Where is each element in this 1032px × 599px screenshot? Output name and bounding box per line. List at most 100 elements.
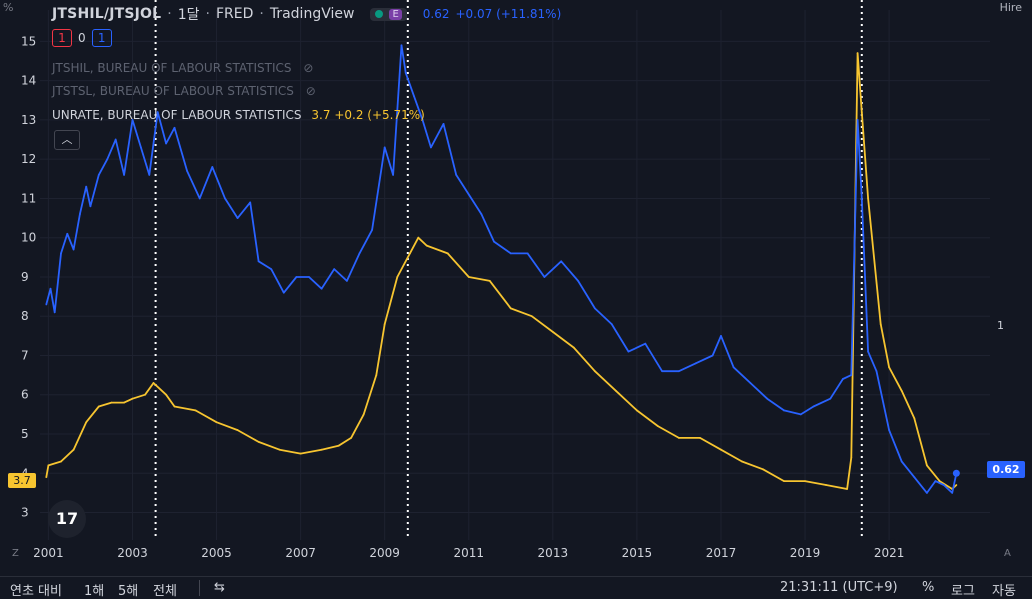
data-point — [404, 71, 407, 74]
data-point — [358, 252, 361, 255]
market-status-pill[interactable]: E — [370, 7, 407, 21]
data-point — [720, 334, 722, 337]
data-point — [114, 138, 117, 141]
x-tick-label: 2005 — [201, 546, 232, 560]
data-point — [60, 252, 62, 255]
data-point — [337, 444, 340, 447]
data-point — [194, 409, 197, 412]
data-point — [678, 437, 680, 439]
data-point — [627, 350, 630, 353]
data-point — [572, 346, 575, 349]
collapse-legend-button[interactable]: ︿ — [54, 130, 80, 150]
earnings-badge: E — [389, 8, 402, 20]
data-point — [396, 276, 399, 278]
eye-hidden-icon[interactable]: ⊘ — [303, 61, 314, 75]
data-point — [421, 119, 424, 121]
x-tick-label: 2015 — [622, 546, 653, 560]
data-point — [282, 291, 285, 294]
data-point — [371, 228, 373, 231]
data-point — [383, 323, 386, 325]
data-point — [299, 452, 302, 455]
data-point — [860, 111, 863, 113]
data-point — [85, 421, 88, 424]
auto-scale-button[interactable]: 자동 — [992, 584, 1016, 599]
x-tick-label: 2011 — [453, 546, 484, 560]
data-point — [165, 142, 168, 145]
data-point — [375, 374, 378, 377]
data-point — [560, 260, 563, 263]
data-point — [467, 276, 470, 278]
data-point — [829, 397, 832, 400]
left-axis-unit: % — [3, 1, 14, 14]
data-point — [841, 378, 844, 380]
y-tick-label: 15 — [21, 34, 36, 48]
data-point — [614, 389, 617, 392]
source-label: FRED — [215, 6, 254, 22]
range-all-button[interactable]: 전체 — [153, 584, 177, 599]
x-tick-label: 2001 — [33, 546, 64, 560]
legend-row-jtstsl[interactable]: JTSTSL, BUREAU OF LABOUR STATISTICS ⊘ — [52, 84, 316, 98]
y-tick-label: 9 — [21, 270, 29, 284]
interval-label[interactable]: 1달 — [177, 7, 200, 23]
data-point — [215, 421, 218, 424]
data-point — [593, 307, 596, 310]
x-tick-label: 2021 — [874, 546, 905, 560]
data-point — [257, 440, 260, 443]
data-point — [236, 429, 239, 431]
percent-scale-button[interactable]: % — [922, 580, 935, 595]
data-point — [913, 417, 916, 420]
data-point — [543, 276, 546, 278]
data-point — [383, 146, 386, 149]
x-tick-label: 2019 — [790, 546, 821, 560]
data-point — [430, 146, 432, 149]
y-tick-label: 13 — [21, 113, 36, 127]
range-1y-button[interactable]: 1해 — [84, 584, 105, 599]
chart-canvas[interactable]: 3456789101112131415200120032005200720092… — [0, 0, 1032, 576]
legend-row-unrate[interactable]: UNRATE, BUREAU OF LABOUR STATISTICS 3.7 … — [52, 108, 425, 122]
data-point — [846, 488, 848, 490]
data-point — [783, 409, 785, 412]
eye-hidden-icon[interactable]: ⊘ — [305, 84, 316, 98]
data-point — [694, 362, 697, 365]
legend-label-jtstsl: JTSTSL, BUREAU OF LABOUR STATISTICS — [52, 84, 294, 98]
date-range-icon[interactable]: ⇆ — [214, 580, 225, 595]
data-point — [186, 170, 189, 172]
y-tick-label: 8 — [21, 309, 29, 323]
data-point — [148, 173, 151, 176]
range-5y-button[interactable]: 5해 — [118, 584, 139, 599]
series-line-jtshil-jtsjol — [45, 44, 958, 494]
range-ytd-button[interactable]: 연초 대비 — [10, 584, 62, 599]
data-point — [783, 480, 785, 483]
y-tick-label: 11 — [21, 191, 36, 205]
tradingview-logo[interactable]: 17 — [48, 500, 86, 538]
data-point — [60, 460, 62, 463]
data-point — [53, 311, 56, 314]
data-point — [493, 240, 495, 243]
data-point — [766, 397, 769, 400]
data-point — [123, 173, 125, 176]
data-point — [362, 413, 365, 416]
data-point — [392, 173, 394, 176]
zero-count: 0 — [78, 31, 86, 45]
data-point — [320, 448, 323, 451]
log-scale-button[interactable]: 로그 — [951, 584, 975, 599]
data-point — [938, 480, 941, 483]
data-point — [442, 122, 445, 125]
symbol-name[interactable]: JTSHIL/JTSJOL — [52, 6, 162, 22]
z-button[interactable]: Z — [12, 548, 19, 559]
chart-title-row[interactable]: JTSHIL/JTSJOL · 1달 · FRED · TradingView … — [52, 6, 562, 23]
data-point — [934, 480, 937, 483]
data-point — [446, 252, 449, 255]
data-point — [699, 437, 701, 439]
clock-time[interactable]: 21:31:11 (UTC+9) — [780, 580, 898, 595]
data-point — [678, 370, 680, 373]
blue-count-badge[interactable]: 1 — [91, 29, 112, 47]
a-button[interactable]: A — [1004, 548, 1011, 559]
data-point — [860, 197, 863, 200]
red-count-badge[interactable]: 1 — [52, 29, 72, 47]
data-point — [720, 448, 722, 451]
legend-row-jtshil[interactable]: JTSHIL, BUREAU OF LABOUR STATISTICS ⊘ — [52, 61, 313, 75]
data-point — [480, 213, 483, 216]
data-point — [951, 491, 954, 494]
y-tick-label: 7 — [21, 348, 29, 362]
